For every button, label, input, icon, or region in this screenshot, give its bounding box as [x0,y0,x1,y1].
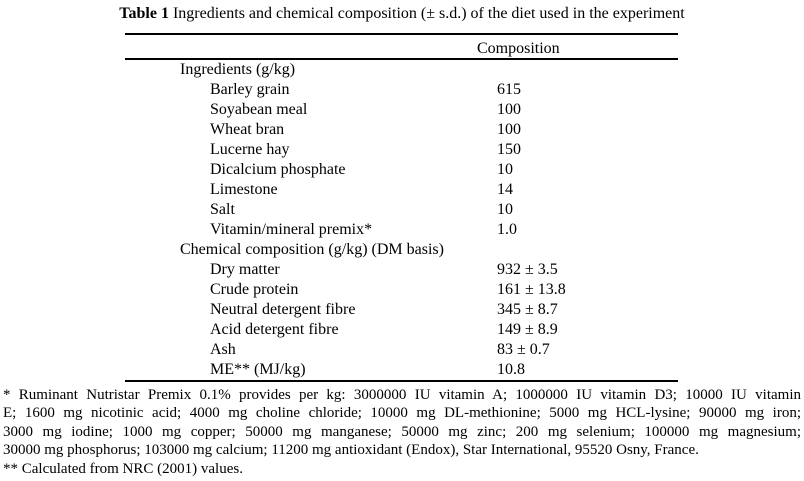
table-row: Acid detergent fibre 149 ± 8.9 [125,320,678,340]
row-label: Dry matter [210,261,280,278]
row-label: Acid detergent fibre [210,321,339,338]
row-value: 10 [497,161,513,178]
row-value: 100 [497,121,521,138]
column-header-composition: Composition [477,40,560,57]
row-value: 345 ± 8.7 [497,301,558,318]
footnote-calculated: ** Calculated from NRC (2001) values. [3,460,243,477]
footnote-line: E; 1600 mg nicotinic acid; 4000 mg choli… [3,405,801,422]
row-label: ME** (MJ/kg) [210,361,306,378]
row-label: Neutral detergent fibre [210,301,356,318]
diet-composition-table: Composition Ingredients (g/kg) Barley gra… [125,33,678,382]
table-header-row: Composition [125,35,678,60]
row-label: Ingredients (g/kg) [180,61,296,78]
row-label: Barley grain [210,81,290,98]
row-label: Crude protein [210,281,299,298]
row-value: 615 [497,81,521,98]
row-value: 149 ± 8.9 [497,321,558,338]
table-row: Limestone 14 [125,180,678,200]
row-label: Wheat bran [210,121,285,138]
footnote-line: 3000 mg iodine; 1000 mg copper; 50000 mg… [3,423,801,440]
table-row: Barley grain 615 [125,80,678,100]
row-value: 150 [497,141,521,158]
footnote-line: 30000 mg phosphorus; 103000 mg calcium; … [3,442,699,459]
footnote-premix: * Ruminant Nutristar Premix 0.1% provide… [3,386,801,460]
table-row: Ingredients (g/kg) [125,60,678,80]
table-row: ME** (MJ/kg) 10.8 [125,360,678,380]
row-label: Lucerne hay [210,141,290,158]
table-row: Dry matter 932 ± 3.5 [125,260,678,280]
table-row: Lucerne hay 150 [125,140,678,160]
row-label: Salt [210,201,235,218]
row-value: 932 ± 3.5 [497,261,558,278]
footnote-line: * Ruminant Nutristar Premix 0.1% provide… [3,387,801,403]
table-row: Wheat bran 100 [125,120,678,140]
row-label: Chemical composition (g/kg) (DM basis) [180,241,444,258]
table-caption-label: Table 1 [119,5,169,22]
row-value: 14 [497,181,513,198]
row-value: 10 [497,201,513,218]
row-value: 83 ± 0.7 [497,341,550,358]
row-value: 161 ± 13.8 [497,281,566,298]
row-value: 10.8 [497,361,525,378]
row-label: Vitamin/mineral premix* [210,221,373,238]
row-label: Soyabean meal [210,101,308,118]
table-row: Neutral detergent fibre 345 ± 8.7 [125,300,678,320]
row-value: 100 [497,101,521,118]
table-body: Ingredients (g/kg) Barley grain 615 Soyabea… [125,60,678,380]
table-row: Chemical composition (g/kg) (DM basis) [125,240,678,260]
row-label: Dicalcium phosphate [210,161,346,178]
row-label: Limestone [210,181,278,198]
row-value: 1.0 [497,221,517,238]
table-row: Vitamin/mineral premix* 1.0 [125,220,678,240]
table-caption-text: Ingredients and chemical composition (± … [168,5,685,22]
table-caption: Table 1 Ingredients and chemical composi… [0,0,804,24]
row-label: Ash [210,341,236,358]
table-row: Salt 10 [125,200,678,220]
table-row: Dicalcium phosphate 10 [125,160,678,180]
table-row: Soyabean meal 100 [125,100,678,120]
table-footnotes: * Ruminant Nutristar Premix 0.1% provide… [0,382,804,478]
table-row: Crude protein 161 ± 13.8 [125,280,678,300]
table-row: Ash 83 ± 0.7 [125,340,678,360]
